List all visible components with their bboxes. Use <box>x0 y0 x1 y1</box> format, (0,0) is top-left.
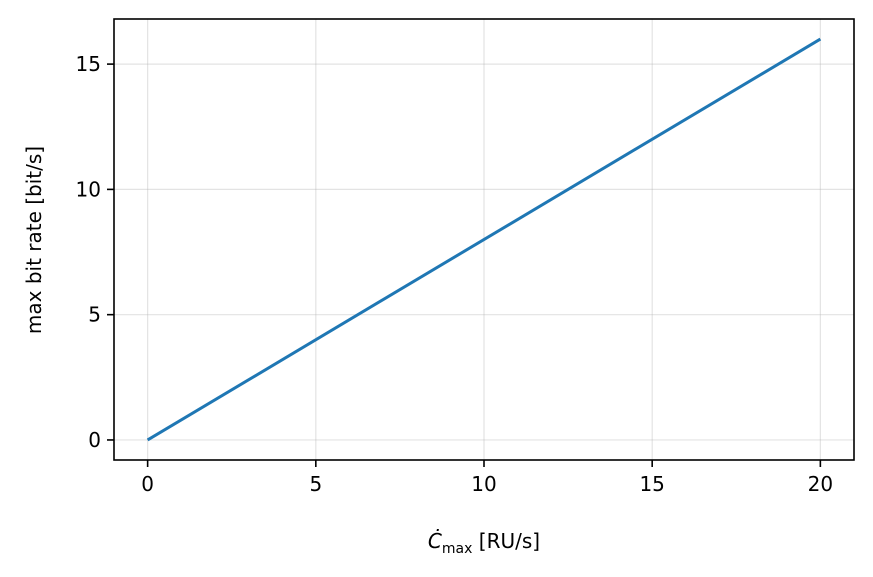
y-tick-label: 0 <box>88 428 101 452</box>
x-tick-label: 0 <box>141 472 154 496</box>
x-tick-label: 15 <box>639 472 664 496</box>
y-axis-label: max bit rate [bit/s] <box>22 146 46 334</box>
grid <box>114 19 854 460</box>
x-axis-label-main: Ċ <box>428 529 442 553</box>
series-line <box>146 37 822 442</box>
y-tick-label: 15 <box>76 52 101 76</box>
x-axis-label-unit: [RU/s] <box>472 529 540 553</box>
x-tick-label: 20 <box>808 472 833 496</box>
series <box>146 37 822 442</box>
x-axis-label: Ċmax [RU/s] <box>428 529 540 557</box>
y-tick-label: 5 <box>88 303 101 327</box>
ticks: 0 5 10 15 20 0 5 10 15 <box>76 52 834 496</box>
y-tick-label: 10 <box>76 177 101 201</box>
x-tick-label: 10 <box>471 472 496 496</box>
x-axis-label-sub: max <box>442 541 473 557</box>
x-tick-label: 5 <box>309 472 322 496</box>
